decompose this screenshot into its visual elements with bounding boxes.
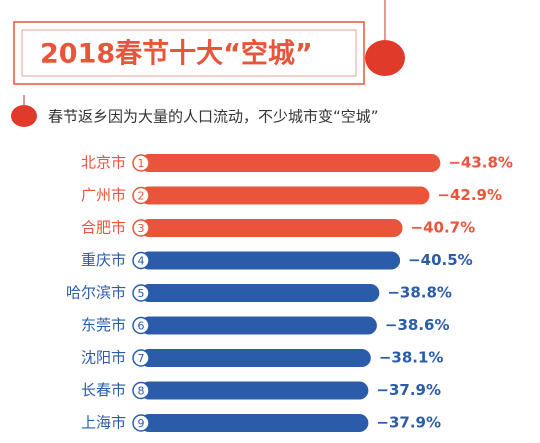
- value-label: −38.6%: [385, 316, 450, 334]
- rank-badge: [132, 414, 150, 432]
- rank-badge: [132, 349, 150, 367]
- chart-subtitle: 春节返乡因为大量的人口流动，不少城市变“空城”: [48, 108, 379, 126]
- category-label: 东莞市: [81, 316, 126, 334]
- value-label: −37.9%: [376, 414, 441, 432]
- rank-badge: [132, 154, 150, 172]
- value-label: −37.9%: [376, 381, 441, 399]
- rank-label: 4: [138, 255, 145, 268]
- category-label: 北京市: [81, 154, 126, 172]
- rank-label: 5: [138, 287, 145, 300]
- value-label: −43.8%: [448, 154, 513, 172]
- value-label: −40.5%: [408, 251, 473, 269]
- title-frame-inner: [21, 29, 357, 77]
- category-label: 长春市: [81, 381, 126, 399]
- title-frame: [13, 21, 365, 85]
- bar: [140, 186, 430, 205]
- value-label: −42.9%: [437, 186, 502, 204]
- chart-title: 2018春节十大“空城”: [40, 38, 313, 70]
- rank-badge: [132, 251, 150, 270]
- category-label: 广州市: [81, 186, 126, 204]
- rank-badge: [132, 219, 150, 237]
- category-label: 重庆市: [81, 251, 126, 269]
- category-label: 合肥市: [81, 219, 126, 237]
- rank-badge: [132, 186, 150, 205]
- value-label: −38.8%: [387, 284, 452, 302]
- rank-label: 2: [138, 190, 145, 203]
- bar: [140, 251, 401, 270]
- lantern: [11, 0, 405, 127]
- bar: [140, 154, 441, 172]
- rank-label: 8: [138, 385, 145, 398]
- rank-badge: [132, 316, 150, 335]
- bar: [140, 284, 380, 302]
- rank-badge: [132, 381, 150, 400]
- category-label: 沈阳市: [81, 349, 126, 367]
- bar: [140, 349, 371, 367]
- value-label: −40.7%: [411, 219, 476, 237]
- value-label: −38.1%: [379, 349, 444, 367]
- rank-label: 3: [138, 222, 145, 235]
- bar: [140, 219, 403, 237]
- bar: [140, 381, 369, 400]
- rank-badge: [132, 284, 150, 302]
- rank-label: 6: [138, 320, 145, 333]
- rank-label: 1: [138, 157, 145, 170]
- rank-label: 9: [138, 417, 145, 430]
- category-label: 哈尔滨市: [66, 284, 126, 302]
- category-label: 上海市: [81, 414, 126, 432]
- bar: [140, 316, 377, 335]
- bar: [140, 414, 369, 432]
- rank-label: 7: [138, 352, 145, 365]
